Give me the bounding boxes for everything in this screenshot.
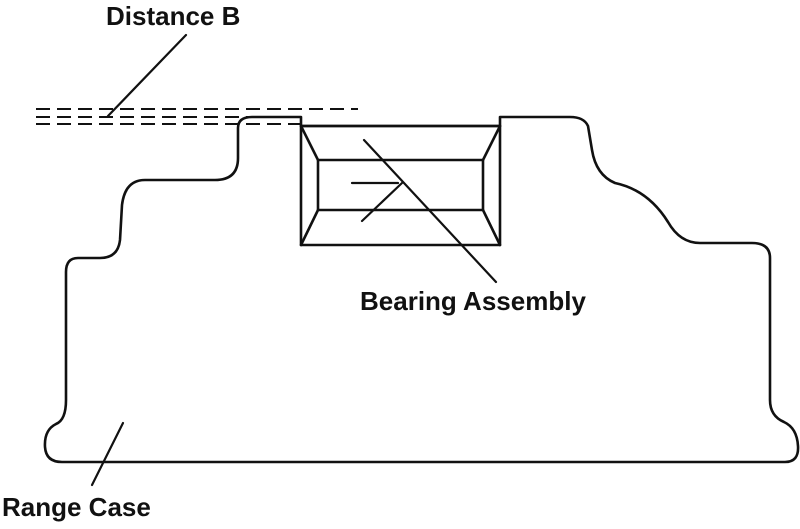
range-case-outline (43, 115, 800, 464)
bearing-inner-frame (316, 158, 485, 212)
bearing-corner-line (299, 124, 320, 162)
bearing-corner-line (299, 208, 320, 247)
bearing-assembly-label: Bearing Assembly (360, 286, 586, 316)
range-case-label: Range Case (2, 492, 151, 522)
bearing-corner-line (481, 124, 502, 162)
distance-b-leader (106, 33, 188, 118)
bearing-inner-mark (360, 181, 404, 223)
range-case-leader (90, 421, 125, 487)
bearing-corner-line (481, 208, 502, 247)
distance-b-label: Distance B (106, 1, 240, 31)
bearing-outer-frame (299, 124, 502, 247)
bearing-assembly-leader (362, 138, 498, 284)
